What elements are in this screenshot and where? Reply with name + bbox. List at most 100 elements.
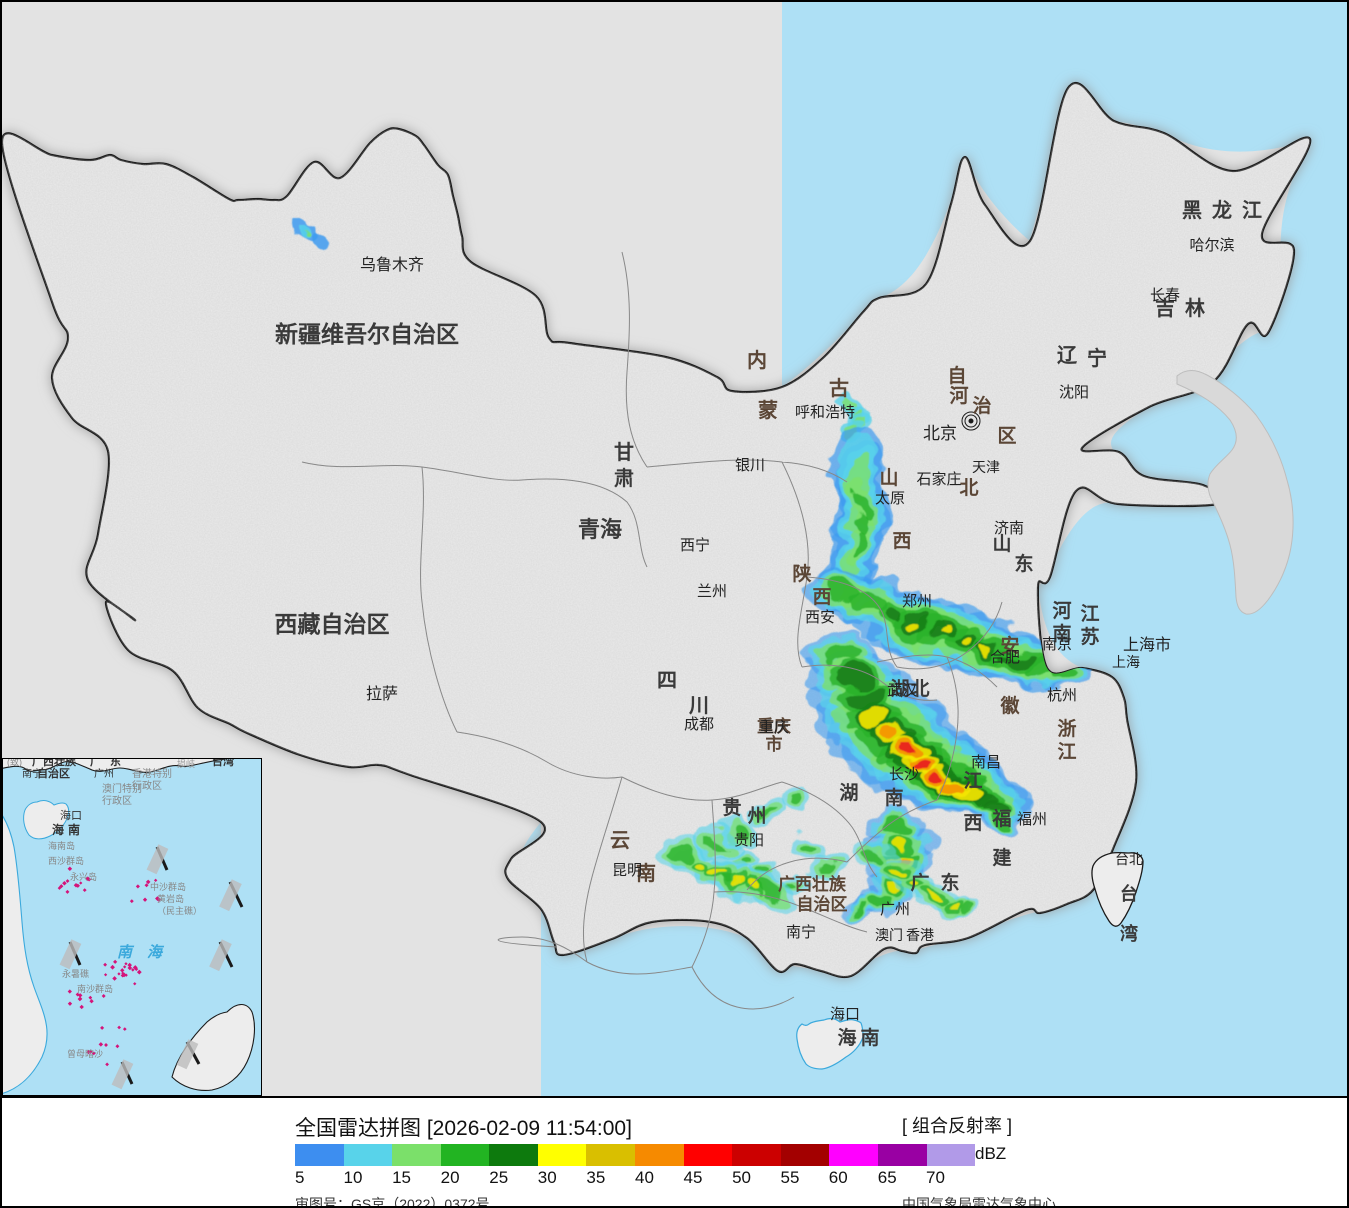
svg-text:广西壮族: 广西壮族: [32, 754, 77, 768]
svg-text:江: 江: [1057, 741, 1076, 763]
svg-text:永兴岛: 永兴岛: [70, 871, 97, 882]
svg-text:苏: 苏: [1080, 625, 1099, 648]
svg-text:湖: 湖: [839, 782, 858, 804]
svg-text:行政区: 行政区: [102, 794, 132, 807]
svg-text:黄岩岛: 黄岩岛: [157, 893, 184, 904]
svg-text:江: 江: [963, 770, 982, 792]
svg-text:辽: 辽: [1057, 344, 1078, 367]
svg-text:太原: 太原: [875, 490, 905, 507]
svg-text:云: 云: [610, 830, 630, 852]
svg-text:西安: 西安: [805, 609, 835, 626]
svg-text:合肥: 合肥: [990, 649, 1020, 666]
svg-text:广: 广: [910, 871, 929, 894]
svg-text:南: 南: [884, 787, 903, 809]
svg-text:上海市: 上海市: [1123, 636, 1171, 654]
svg-text:郑州: 郑州: [902, 593, 932, 610]
svg-text:银川: 银川: [735, 457, 765, 474]
svg-text:海南岛: 海南岛: [48, 840, 75, 851]
svg-text:南 海: 南 海: [117, 944, 165, 961]
svg-text:台湾: 台湾: [212, 754, 234, 768]
svg-text:广西壮族: 广西壮族: [778, 874, 847, 894]
svg-text:甘: 甘: [614, 441, 634, 464]
svg-text:海口: 海口: [60, 808, 82, 822]
svg-text:古: 古: [829, 376, 849, 400]
svg-text:济南: 济南: [994, 520, 1024, 537]
svg-text:自: 自: [947, 364, 966, 387]
svg-text:南: 南: [68, 822, 80, 837]
svg-text:北: 北: [959, 477, 978, 499]
svg-text:西: 西: [812, 587, 831, 608]
svg-text:南宁: 南宁: [786, 924, 816, 941]
svg-text:长沙: 长沙: [889, 766, 919, 783]
svg-text:武汉: 武汉: [887, 682, 917, 699]
svg-text:贵阳: 贵阳: [734, 832, 764, 849]
svg-text:（民主礁）: （民主礁）: [157, 905, 202, 916]
svg-text:长春: 长春: [1150, 287, 1180, 304]
svg-text:宁: 宁: [1087, 346, 1107, 370]
svg-text:中沙群岛: 中沙群岛: [150, 881, 186, 892]
svg-text:西宁: 西宁: [680, 537, 710, 554]
svg-text:拉萨: 拉萨: [366, 685, 398, 703]
svg-text:江: 江: [1080, 603, 1099, 625]
svg-text:南: 南: [860, 1027, 879, 1049]
svg-text:海: 海: [52, 822, 64, 837]
svg-text:肃: 肃: [614, 467, 634, 490]
svg-text:徽: 徽: [999, 694, 1020, 717]
svg-text:昆明: 昆明: [612, 862, 642, 879]
svg-text:内: 内: [747, 348, 767, 372]
svg-text:乌鲁木齐: 乌鲁木齐: [360, 256, 424, 274]
svg-text:河: 河: [1052, 600, 1071, 622]
svg-text:州: 州: [747, 805, 766, 827]
svg-text:曾母暗沙: 曾母暗沙: [67, 1048, 103, 1059]
svg-text:香港: 香港: [906, 927, 934, 943]
svg-text:市: 市: [766, 734, 783, 754]
svg-text:永暑礁: 永暑礁: [62, 968, 89, 979]
svg-text:福州: 福州: [1017, 811, 1047, 828]
svg-text:南京: 南京: [1042, 636, 1072, 653]
svg-text:南昌: 南昌: [971, 754, 1001, 771]
svg-text:福: 福: [991, 807, 1011, 830]
svg-text:呼和浩特: 呼和浩特: [795, 404, 855, 421]
svg-text:陕: 陕: [792, 562, 811, 585]
svg-text:区: 区: [997, 426, 1016, 447]
svg-text:台: 台: [1120, 883, 1138, 904]
svg-text:山: 山: [879, 467, 898, 489]
svg-text:石家庄: 石家庄: [916, 470, 961, 488]
svg-text:广州: 广州: [94, 768, 114, 780]
svg-text:西: 西: [892, 531, 911, 552]
svg-text:广州: 广州: [880, 901, 910, 918]
svg-text:海: 海: [837, 1026, 856, 1049]
svg-text:东: 东: [940, 871, 959, 894]
svg-text:四: 四: [657, 670, 677, 692]
svg-text:天津: 天津: [972, 459, 1000, 475]
svg-text:蒙: 蒙: [758, 399, 778, 422]
svg-text:哈尔滨: 哈尔滨: [1189, 237, 1234, 254]
svg-text:浙: 浙: [1057, 717, 1076, 740]
svg-text:成都: 成都: [684, 716, 714, 733]
svg-text:西沙群岛: 西沙群岛: [48, 855, 84, 866]
svg-text:上海: 上海: [1112, 654, 1140, 670]
svg-text:东: 东: [110, 754, 121, 768]
svg-text:建: 建: [992, 846, 1011, 869]
svg-text:广: 广: [90, 754, 101, 768]
svg-text:治: 治: [972, 394, 991, 417]
svg-text:台北: 台北: [1115, 851, 1143, 867]
svg-text:林: 林: [1185, 296, 1205, 320]
svg-text:兰州: 兰州: [697, 583, 727, 600]
svg-text:自治区: 自治区: [797, 894, 848, 914]
svg-text:杭州: 杭州: [1047, 687, 1077, 704]
svg-text:新疆维吾尔自治区: 新疆维吾尔自治区: [275, 321, 459, 347]
svg-text:湾: 湾: [1120, 923, 1138, 944]
svg-text:澳门: 澳门: [875, 927, 903, 943]
svg-text:江: 江: [1242, 199, 1262, 222]
svg-text:贵: 贵: [722, 797, 741, 819]
svg-text:沈阳: 沈阳: [1059, 384, 1089, 401]
svg-text:西藏自治区: 西藏自治区: [275, 611, 390, 637]
svg-text:龙: 龙: [1212, 198, 1232, 222]
svg-text:重庆: 重庆: [759, 719, 789, 736]
svg-text:澳门特别: 澳门特别: [102, 782, 142, 795]
svg-text:川: 川: [688, 695, 709, 717]
svg-text:香港特别: 香港特别: [132, 768, 172, 780]
svg-text:西: 西: [963, 813, 982, 834]
svg-text:损岐: 损岐: [177, 758, 195, 769]
